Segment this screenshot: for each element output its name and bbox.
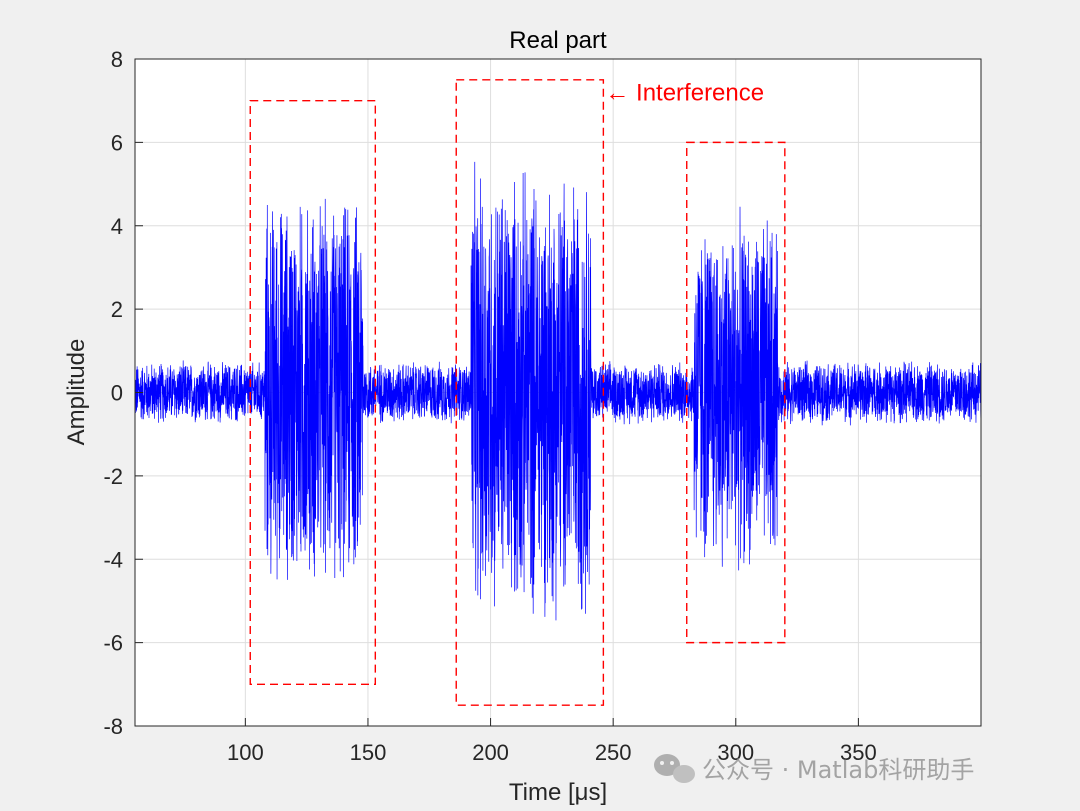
y-tick-label: -4 [103, 547, 123, 572]
signal-line [134, 161, 982, 621]
x-axis-label: Time [μs] [509, 779, 607, 806]
x-tick-label: 250 [595, 740, 632, 765]
watermark-text: 公众号 · Matlab科研助手 [702, 756, 974, 784]
x-tick-label: 200 [472, 740, 509, 765]
x-tick-label: 300 [717, 740, 754, 765]
x-tick-label: 150 [350, 740, 387, 765]
y-ticks: 8 6 4 2 0 -2 -4 -6 -8 [103, 47, 143, 739]
y-tick-label: -8 [103, 714, 123, 739]
wechat-icon [654, 754, 695, 783]
signal-series [134, 161, 982, 621]
y-tick-label: 8 [111, 47, 123, 72]
x-tick-label: 100 [227, 740, 264, 765]
y-axis-label: Amplitude [63, 339, 90, 446]
interference-box [249, 99, 377, 686]
y-tick-label: -6 [103, 631, 123, 656]
y-tick-label: -2 [103, 464, 123, 489]
interference-boxes [249, 79, 786, 706]
chart-title: Real part [509, 27, 607, 54]
x-ticks: 100 150 200 250 300 350 [227, 718, 877, 765]
interference-annotation: ← Interference [605, 79, 764, 106]
y-tick-label: 6 [111, 130, 123, 155]
watermark: 公众号 · Matlab科研助手 [654, 754, 974, 784]
y-tick-label: 4 [111, 214, 123, 239]
y-tick-label: 2 [111, 297, 123, 322]
x-tick-label: 350 [840, 740, 877, 765]
interference-box [455, 79, 605, 706]
y-tick-label: 0 [111, 381, 123, 406]
